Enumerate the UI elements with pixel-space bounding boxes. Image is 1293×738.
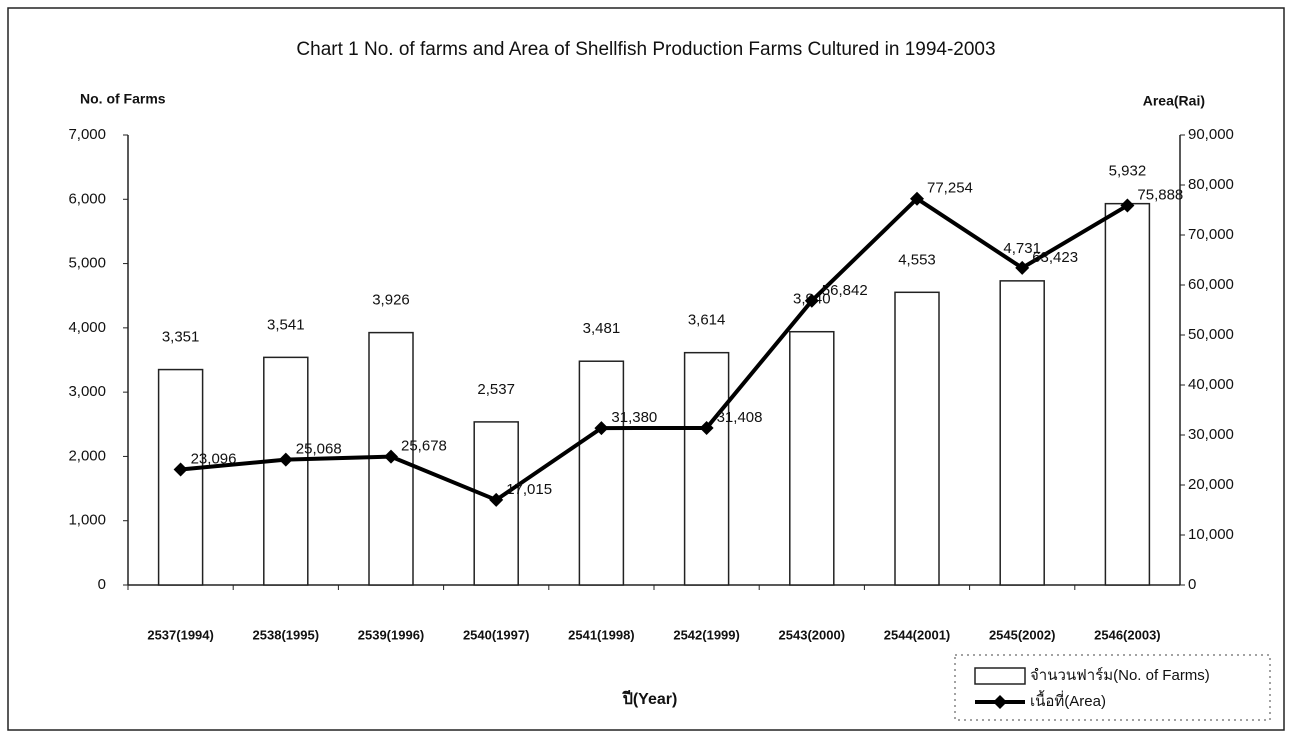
- line-marker: [594, 421, 609, 436]
- y2-tick-label: 80,000: [1188, 176, 1234, 193]
- bar: [263, 356, 309, 586]
- bar-value-label: 3,926: [372, 292, 410, 309]
- x-tick-label: 2542(1999): [673, 627, 740, 642]
- y2-tick-label: 20,000: [1188, 476, 1234, 493]
- line-value-label: 77,254: [927, 180, 973, 197]
- line-value-label: 31,380: [611, 409, 657, 426]
- x-tick-label: 2543(2000): [779, 627, 846, 642]
- y2-tick-label: 60,000: [1188, 276, 1234, 293]
- line-value-label: 23,096: [191, 450, 237, 467]
- x-tick-label: 2541(1998): [568, 627, 635, 642]
- bar-value-label: 3,481: [583, 320, 621, 337]
- y-tick-label: 7,000: [68, 126, 106, 143]
- line: [180, 196, 1129, 503]
- x-tick-label: 2537(1994): [147, 627, 214, 642]
- x-axis-label: ปี(Year): [621, 689, 677, 708]
- line-marker: [1015, 260, 1030, 275]
- y2-tick-label: 10,000: [1188, 526, 1234, 543]
- line-value-label: 63,423: [1032, 249, 1078, 266]
- bar: [999, 280, 1045, 586]
- line-marker: [804, 293, 819, 308]
- line-value-label: 17,015: [506, 481, 552, 498]
- x-tick-label: 2545(2002): [989, 627, 1056, 642]
- line-marker: [699, 420, 714, 435]
- line-marker: [489, 492, 504, 507]
- legend-label: เนื้อที่(Area): [1030, 690, 1106, 710]
- bar-value-label: 5,932: [1109, 163, 1147, 180]
- legend-label: จำนวนฟาร์ม(No. of Farms): [1030, 667, 1210, 684]
- chart-title: Chart 1 No. of farms and Area of Shellfi…: [296, 39, 995, 60]
- line-value-label: 56,842: [822, 282, 868, 299]
- x-tick-label: 2540(1997): [463, 627, 530, 642]
- bar: [1104, 202, 1151, 586]
- line-value-label: 31,408: [717, 409, 763, 426]
- x-tick-label: 2538(1995): [253, 627, 320, 642]
- y2-tick-label: 50,000: [1188, 326, 1234, 343]
- bar-value-label: 3,614: [688, 312, 726, 329]
- line-value-label: 25,678: [401, 438, 447, 455]
- y-tick-label: 1,000: [68, 512, 106, 529]
- bar-value-label: 3,351: [162, 329, 200, 346]
- y2-axis-label: Area(Rai): [1143, 93, 1205, 109]
- bar-value-label: 2,537: [477, 381, 515, 398]
- y2-tick-label: 70,000: [1188, 226, 1234, 243]
- y2-tick-label: 30,000: [1188, 426, 1234, 443]
- line-marker: [173, 462, 188, 477]
- bar: [157, 368, 204, 586]
- y-tick-label: 0: [98, 576, 106, 593]
- bar-value-label: 4,731: [1003, 240, 1041, 257]
- legend-marker: [993, 695, 1007, 709]
- y-tick-label: 5,000: [68, 255, 106, 272]
- y-tick-label: 6,000: [68, 190, 106, 207]
- bar: [578, 360, 625, 586]
- line-marker: [384, 449, 398, 464]
- x-tick-label: 2544(2001): [884, 627, 951, 642]
- y-tick-label: 2,000: [68, 447, 106, 464]
- legend-box-border: [954, 654, 1271, 721]
- bar-value-label: 3,541: [267, 316, 305, 333]
- x-tick-label: 2539(1996): [358, 627, 425, 642]
- bar: [894, 291, 940, 586]
- line-marker: [1120, 198, 1135, 213]
- bar: [683, 351, 730, 586]
- bar: [789, 330, 835, 586]
- y-axis-label: No. of Farms: [80, 91, 166, 107]
- chart-border: [7, 7, 1285, 731]
- y2-tick-label: 40,000: [1188, 376, 1234, 393]
- line-value-label: 75,888: [1137, 187, 1183, 204]
- line-value-label: 25,068: [296, 441, 342, 458]
- legend-swatch: [974, 667, 1026, 685]
- line-marker: [910, 191, 924, 206]
- y-tick-label: 3,000: [68, 383, 106, 400]
- line-marker: [278, 452, 293, 467]
- y2-tick-label: 90,000: [1188, 126, 1234, 143]
- y2-tick-label: 0: [1188, 576, 1196, 593]
- y-tick-label: 4,000: [68, 319, 106, 336]
- bar-value-label: 4,553: [898, 251, 936, 268]
- x-tick-label: 2546(2003): [1094, 627, 1161, 642]
